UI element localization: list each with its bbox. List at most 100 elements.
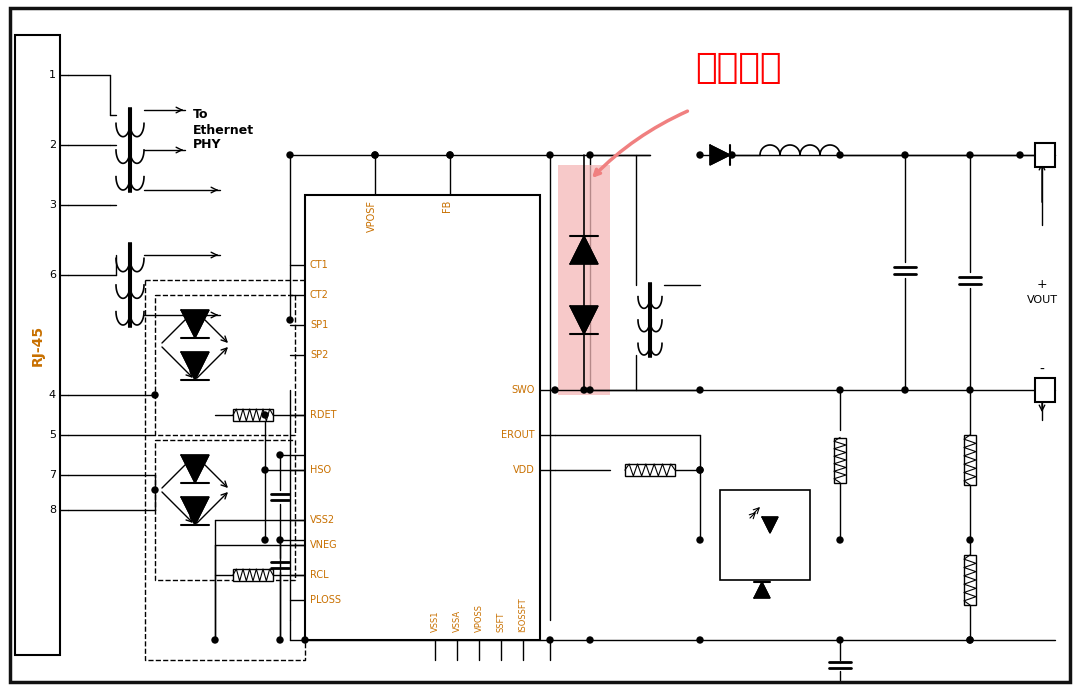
Circle shape — [967, 537, 973, 543]
Polygon shape — [181, 497, 210, 525]
Text: VNEG: VNEG — [310, 540, 338, 550]
Circle shape — [902, 152, 908, 158]
Text: SP1: SP1 — [310, 320, 328, 330]
Text: +: + — [1037, 278, 1048, 291]
Circle shape — [967, 637, 973, 643]
Circle shape — [588, 637, 593, 643]
Circle shape — [302, 637, 308, 643]
Bar — [1035, 143, 1055, 167]
Text: 3: 3 — [49, 200, 56, 210]
Circle shape — [447, 152, 453, 158]
Circle shape — [837, 152, 843, 158]
Circle shape — [697, 387, 703, 393]
Circle shape — [372, 152, 378, 158]
Polygon shape — [181, 310, 210, 338]
Bar — [15, 35, 60, 655]
Circle shape — [697, 637, 703, 643]
Circle shape — [546, 152, 553, 158]
Circle shape — [262, 467, 268, 473]
Bar — [834, 437, 846, 482]
Text: ISOSSFT: ISOSSFT — [518, 597, 527, 632]
Text: CT2: CT2 — [310, 290, 329, 300]
Circle shape — [276, 637, 283, 643]
Text: 8: 8 — [49, 505, 56, 515]
Text: 2: 2 — [49, 140, 56, 150]
Bar — [558, 165, 610, 395]
Bar — [233, 569, 273, 581]
Circle shape — [287, 317, 293, 323]
Circle shape — [262, 412, 268, 418]
Text: HSO: HSO — [310, 465, 332, 475]
Polygon shape — [762, 517, 778, 533]
Text: VDD: VDD — [513, 465, 535, 475]
Circle shape — [837, 387, 843, 393]
Bar — [145, 280, 305, 660]
Text: SWO: SWO — [512, 385, 535, 395]
Circle shape — [1017, 152, 1023, 158]
Text: VOUT: VOUT — [1026, 295, 1057, 305]
Text: -: - — [1040, 363, 1044, 377]
Circle shape — [967, 152, 973, 158]
Text: 4: 4 — [49, 390, 56, 400]
Circle shape — [372, 152, 378, 158]
Text: PLOSS: PLOSS — [310, 595, 341, 605]
Circle shape — [581, 387, 588, 393]
Bar — [625, 464, 675, 476]
Bar — [720, 490, 810, 580]
Circle shape — [152, 392, 158, 398]
Circle shape — [967, 637, 973, 643]
Circle shape — [697, 467, 703, 473]
Text: RJ-45: RJ-45 — [30, 325, 44, 365]
Bar — [156, 440, 295, 580]
Text: 7: 7 — [49, 470, 56, 480]
Circle shape — [588, 152, 593, 158]
Text: 6: 6 — [49, 270, 56, 280]
Text: SP2: SP2 — [310, 350, 328, 360]
Text: RCL: RCL — [310, 570, 328, 580]
Bar — [233, 409, 273, 421]
Circle shape — [697, 467, 703, 473]
Polygon shape — [570, 236, 598, 264]
Text: VSS2: VSS2 — [310, 515, 335, 525]
Circle shape — [262, 537, 268, 543]
Circle shape — [546, 637, 553, 643]
Polygon shape — [181, 455, 210, 483]
Bar — [1035, 378, 1055, 402]
Text: 5: 5 — [49, 430, 56, 440]
Polygon shape — [181, 352, 210, 380]
Circle shape — [276, 452, 283, 458]
Bar — [156, 295, 295, 435]
Polygon shape — [754, 582, 770, 598]
Circle shape — [902, 387, 908, 393]
Text: VPOSF: VPOSF — [367, 200, 377, 232]
Circle shape — [287, 152, 293, 158]
Bar — [964, 555, 976, 605]
Text: VSSA: VSSA — [453, 610, 461, 632]
Text: SSFT: SSFT — [497, 612, 505, 632]
Circle shape — [552, 387, 558, 393]
Text: RDET: RDET — [310, 410, 337, 420]
Bar — [964, 435, 976, 485]
Text: CT1: CT1 — [310, 260, 328, 270]
Circle shape — [697, 537, 703, 543]
Circle shape — [697, 152, 703, 158]
Circle shape — [276, 537, 283, 543]
Circle shape — [837, 537, 843, 543]
Text: VPOSS: VPOSS — [474, 604, 484, 632]
Bar — [305, 195, 540, 640]
Polygon shape — [710, 145, 730, 165]
Circle shape — [837, 637, 843, 643]
Circle shape — [447, 152, 453, 158]
Circle shape — [588, 387, 593, 393]
Polygon shape — [570, 306, 598, 334]
Circle shape — [152, 487, 158, 493]
Circle shape — [212, 637, 218, 643]
Circle shape — [729, 152, 735, 158]
Text: To
Ethernet
PHY: To Ethernet PHY — [193, 109, 254, 152]
Text: EROUT: EROUT — [501, 430, 535, 440]
Text: VSS1: VSS1 — [431, 610, 440, 632]
Text: 1: 1 — [49, 70, 56, 80]
Circle shape — [967, 387, 973, 393]
Text: 抑制尖峰: 抑制尖峰 — [696, 51, 782, 85]
Text: FB: FB — [442, 200, 453, 212]
